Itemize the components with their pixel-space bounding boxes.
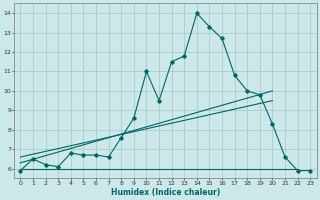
X-axis label: Humidex (Indice chaleur): Humidex (Indice chaleur) [111,188,220,197]
